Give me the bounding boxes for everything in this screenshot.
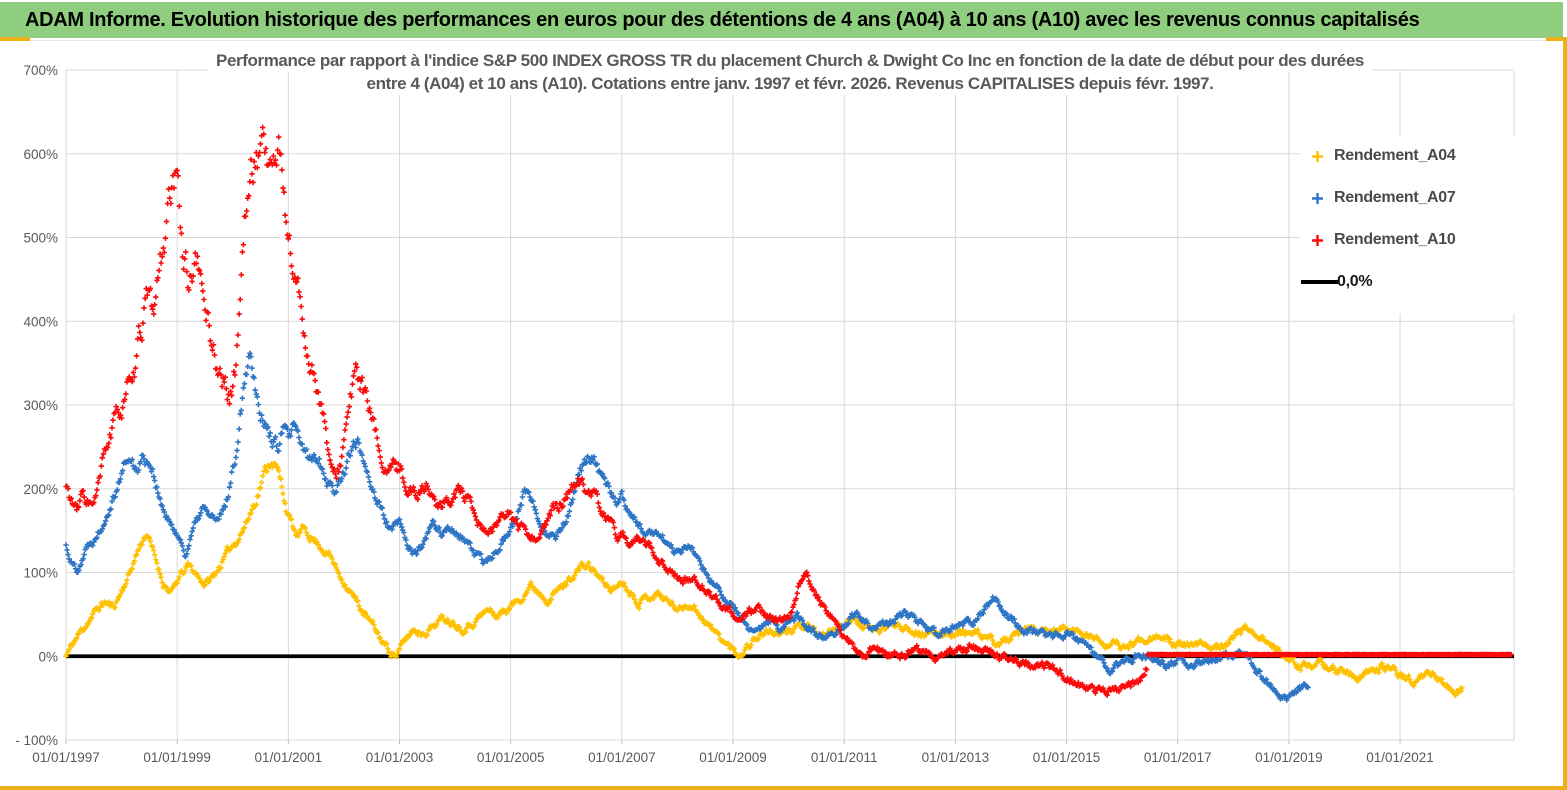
y-axis-label: 600%: [23, 147, 58, 162]
series-points-rendement_a10: [63, 124, 1514, 698]
x-axis-label: 01/01/2015: [1033, 750, 1101, 765]
scatter-plot: 700% 600% 500% 400% 300% 200% 100% 0% - 100% 01/0…: [15, 63, 1515, 765]
x-axis-label: 01/01/2013: [922, 750, 990, 765]
selection-border-right[interactable]: [1561, 37, 1567, 790]
chart-title-line1: Performance par rapport à l'indice S&P 5…: [208, 49, 1372, 72]
chart-area[interactable]: 700% 600% 500% 400% 300% 200% 100% 0% - 100% 01/0…: [0, 41, 1563, 786]
zero-line-swatch: [1300, 280, 1339, 284]
x-axis-label: 01/01/2017: [1144, 750, 1212, 765]
x-axis-label: 01/01/2005: [477, 750, 545, 765]
legend-label: Rendement_A07: [1334, 189, 1456, 206]
x-axis-label: 01/01/1999: [143, 750, 211, 765]
y-axis-label: 200%: [23, 482, 58, 497]
legend-label: Rendement_A04: [1334, 147, 1456, 164]
x-axis-label: 01/01/1997: [32, 750, 100, 765]
plus-marker-icon: [1300, 233, 1334, 248]
x-axis-label: 01/01/2021: [1366, 750, 1434, 765]
x-axis-label: 01/01/2001: [255, 750, 323, 765]
report-header-title: ADAM Informe. Evolution historique des p…: [25, 9, 1420, 31]
x-axis-label: 01/01/2003: [366, 750, 434, 765]
legend-item-rendement-a07[interactable]: Rendement_A07: [1300, 188, 1515, 208]
legend-label: Rendement_A10: [1334, 231, 1456, 248]
chart-legend: Rendement_A04 Rendement_A07 Rendement_A1…: [1300, 136, 1515, 314]
header-divider: [0, 40, 1563, 41]
x-axis-label: 01/01/2011: [811, 750, 878, 765]
plus-marker-icon: [1300, 191, 1334, 206]
legend-item-rendement-a10[interactable]: Rendement_A10: [1300, 230, 1515, 250]
x-axis-label: 01/01/2007: [588, 750, 656, 765]
y-axis-label: 500%: [23, 231, 58, 246]
legend-item-rendement-a04[interactable]: Rendement_A04: [1300, 146, 1515, 166]
y-axis-label: 400%: [23, 314, 58, 329]
report-header: ADAM Informe. Evolution historique des p…: [0, 2, 1563, 38]
chart-title-line2: entre 4 (A04) et 10 ans (A10). Cotations…: [358, 72, 1222, 95]
y-axis-label: 100%: [23, 566, 58, 581]
x-axis-label: 01/01/2019: [1255, 750, 1323, 765]
legend-item-zero-line[interactable]: 0,0%: [1300, 272, 1515, 292]
series-points-rendement_a07: [63, 350, 1311, 703]
y-axis-label: - 100%: [15, 733, 58, 748]
y-axis-label: 700%: [23, 63, 58, 78]
selection-border-bottom[interactable]: [0, 785, 1567, 790]
y-axis-label: 300%: [23, 398, 58, 413]
series-points-rendement_a04: [63, 460, 1465, 699]
plus-marker-icon: [1300, 149, 1334, 164]
selection-border-top-left[interactable]: [0, 37, 30, 41]
x-axis-label: 01/01/2009: [699, 750, 767, 765]
chart-title: Performance par rapport à l'indice S&P 5…: [66, 49, 1514, 95]
legend-label: 0,0%: [1337, 273, 1373, 290]
y-axis-label: 0%: [38, 649, 58, 664]
